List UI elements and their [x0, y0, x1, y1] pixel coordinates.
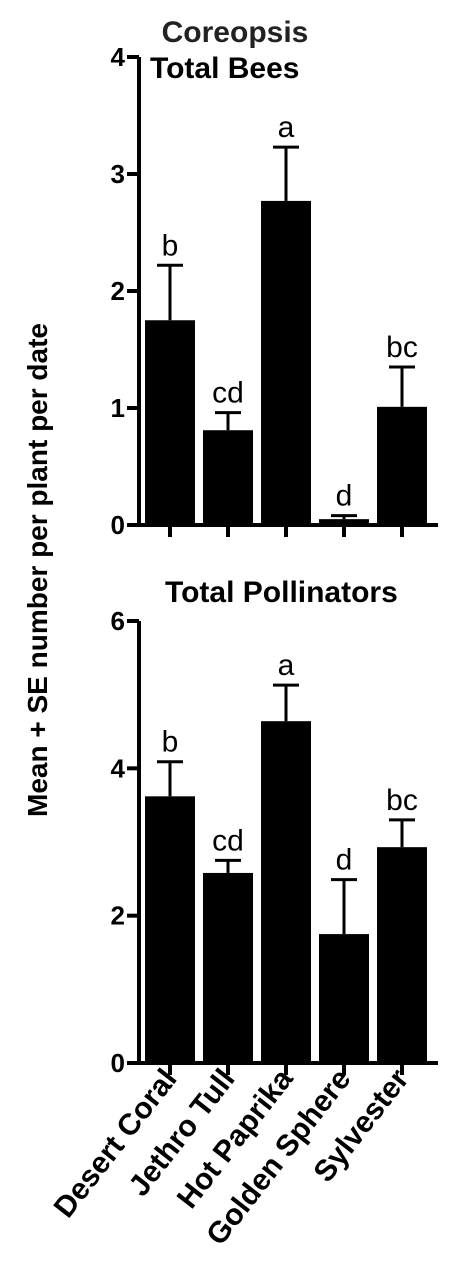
significance-letter: bc — [386, 331, 418, 364]
bar — [377, 847, 427, 1063]
significance-letter: b — [162, 229, 179, 262]
bar — [261, 721, 311, 1063]
y-tick-label: 6 — [111, 606, 125, 636]
bar — [319, 519, 369, 525]
y-tick-label: 2 — [111, 276, 125, 306]
panel-title: Total Bees — [150, 52, 300, 85]
significance-letter: cd — [212, 377, 244, 410]
y-tick-label: 2 — [111, 901, 125, 931]
y-tick-label: 0 — [111, 1048, 125, 1078]
y-tick-label: 4 — [111, 42, 126, 72]
figure-title: Coreopsis — [162, 16, 309, 49]
bar — [145, 320, 195, 525]
bar — [377, 406, 427, 525]
bar — [261, 200, 311, 525]
bar — [203, 872, 253, 1063]
significance-letter: d — [336, 844, 353, 877]
significance-letter: bc — [386, 784, 418, 817]
y-tick-label: 4 — [111, 753, 126, 783]
significance-letter: a — [278, 649, 295, 682]
y-tick-label: 3 — [111, 159, 125, 189]
y-axis-label: Mean + SE number per plant per date — [22, 323, 53, 817]
y-tick-label: 1 — [111, 393, 125, 423]
bar — [145, 796, 195, 1063]
bar — [319, 934, 369, 1063]
significance-letter: d — [336, 480, 353, 513]
bar — [203, 430, 253, 525]
significance-letter: cd — [212, 824, 244, 857]
panel-title: Total Pollinators — [165, 576, 398, 609]
panel-total-bees: Total Bees 0 1 2 3 4 b cd a d bc — [111, 42, 438, 540]
significance-letter: a — [278, 111, 295, 144]
y-tick-label: 0 — [111, 510, 125, 540]
panel-total-pollinators: Total Pollinators 0 2 4 6 b cd a dbc — [111, 576, 438, 1078]
significance-letter: b — [162, 726, 179, 759]
